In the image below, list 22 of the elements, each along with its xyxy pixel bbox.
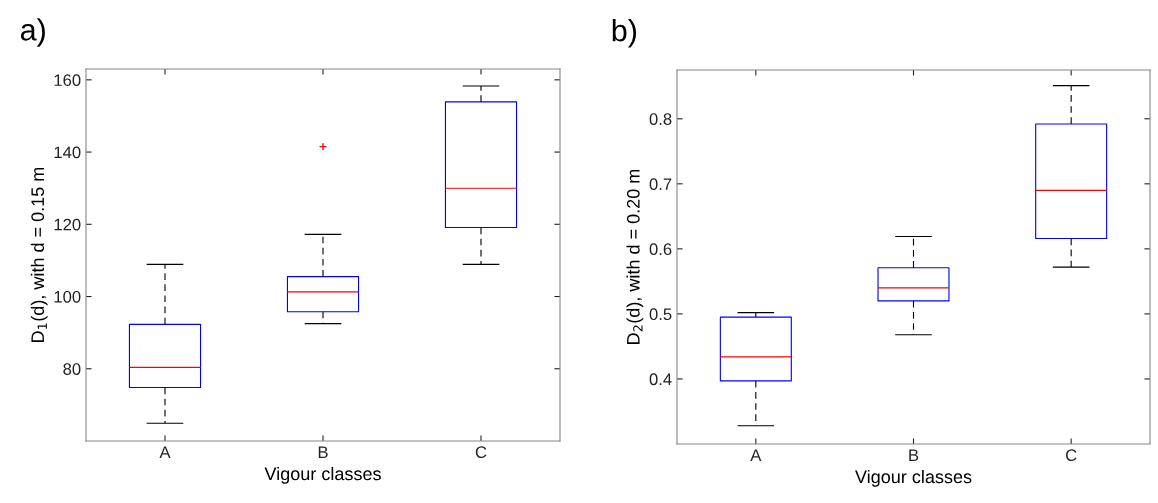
y-tick-label: 140 bbox=[54, 146, 81, 159]
x-tick-label: B bbox=[318, 446, 328, 458]
y-tick-label: 0.7 bbox=[649, 178, 672, 191]
y-axis-title: D$_{1}$(d), with d = 0.15 m bbox=[30, 167, 48, 342]
x-tick-label: A bbox=[750, 449, 762, 461]
chart-title: b) bbox=[612, 19, 637, 48]
y-tick-label: 120 bbox=[54, 218, 81, 231]
y-tick-label: 0.4 bbox=[649, 373, 672, 386]
y-tick-label: 100 bbox=[54, 290, 81, 303]
x-axis-title: Vigour classes bbox=[264, 466, 381, 484]
chart-title: a) bbox=[20, 18, 45, 47]
x-tick-label: C bbox=[475, 446, 487, 459]
x-tick-label: B bbox=[909, 449, 919, 461]
x-tick-label: C bbox=[1065, 449, 1077, 462]
y-tick-label: 0.6 bbox=[649, 243, 672, 256]
x-axis-title: Vigour classes bbox=[855, 469, 972, 487]
y-tick-label: 80 bbox=[63, 363, 81, 375]
x-tick-label: A bbox=[159, 446, 171, 458]
y-tick-label: 160 bbox=[54, 74, 81, 87]
y-tick-label: 0.5 bbox=[649, 308, 672, 321]
y-tick-label: 0.8 bbox=[649, 113, 672, 125]
y-axis-title: D$_{2}$(d), with d = 0.20 m bbox=[626, 169, 644, 344]
